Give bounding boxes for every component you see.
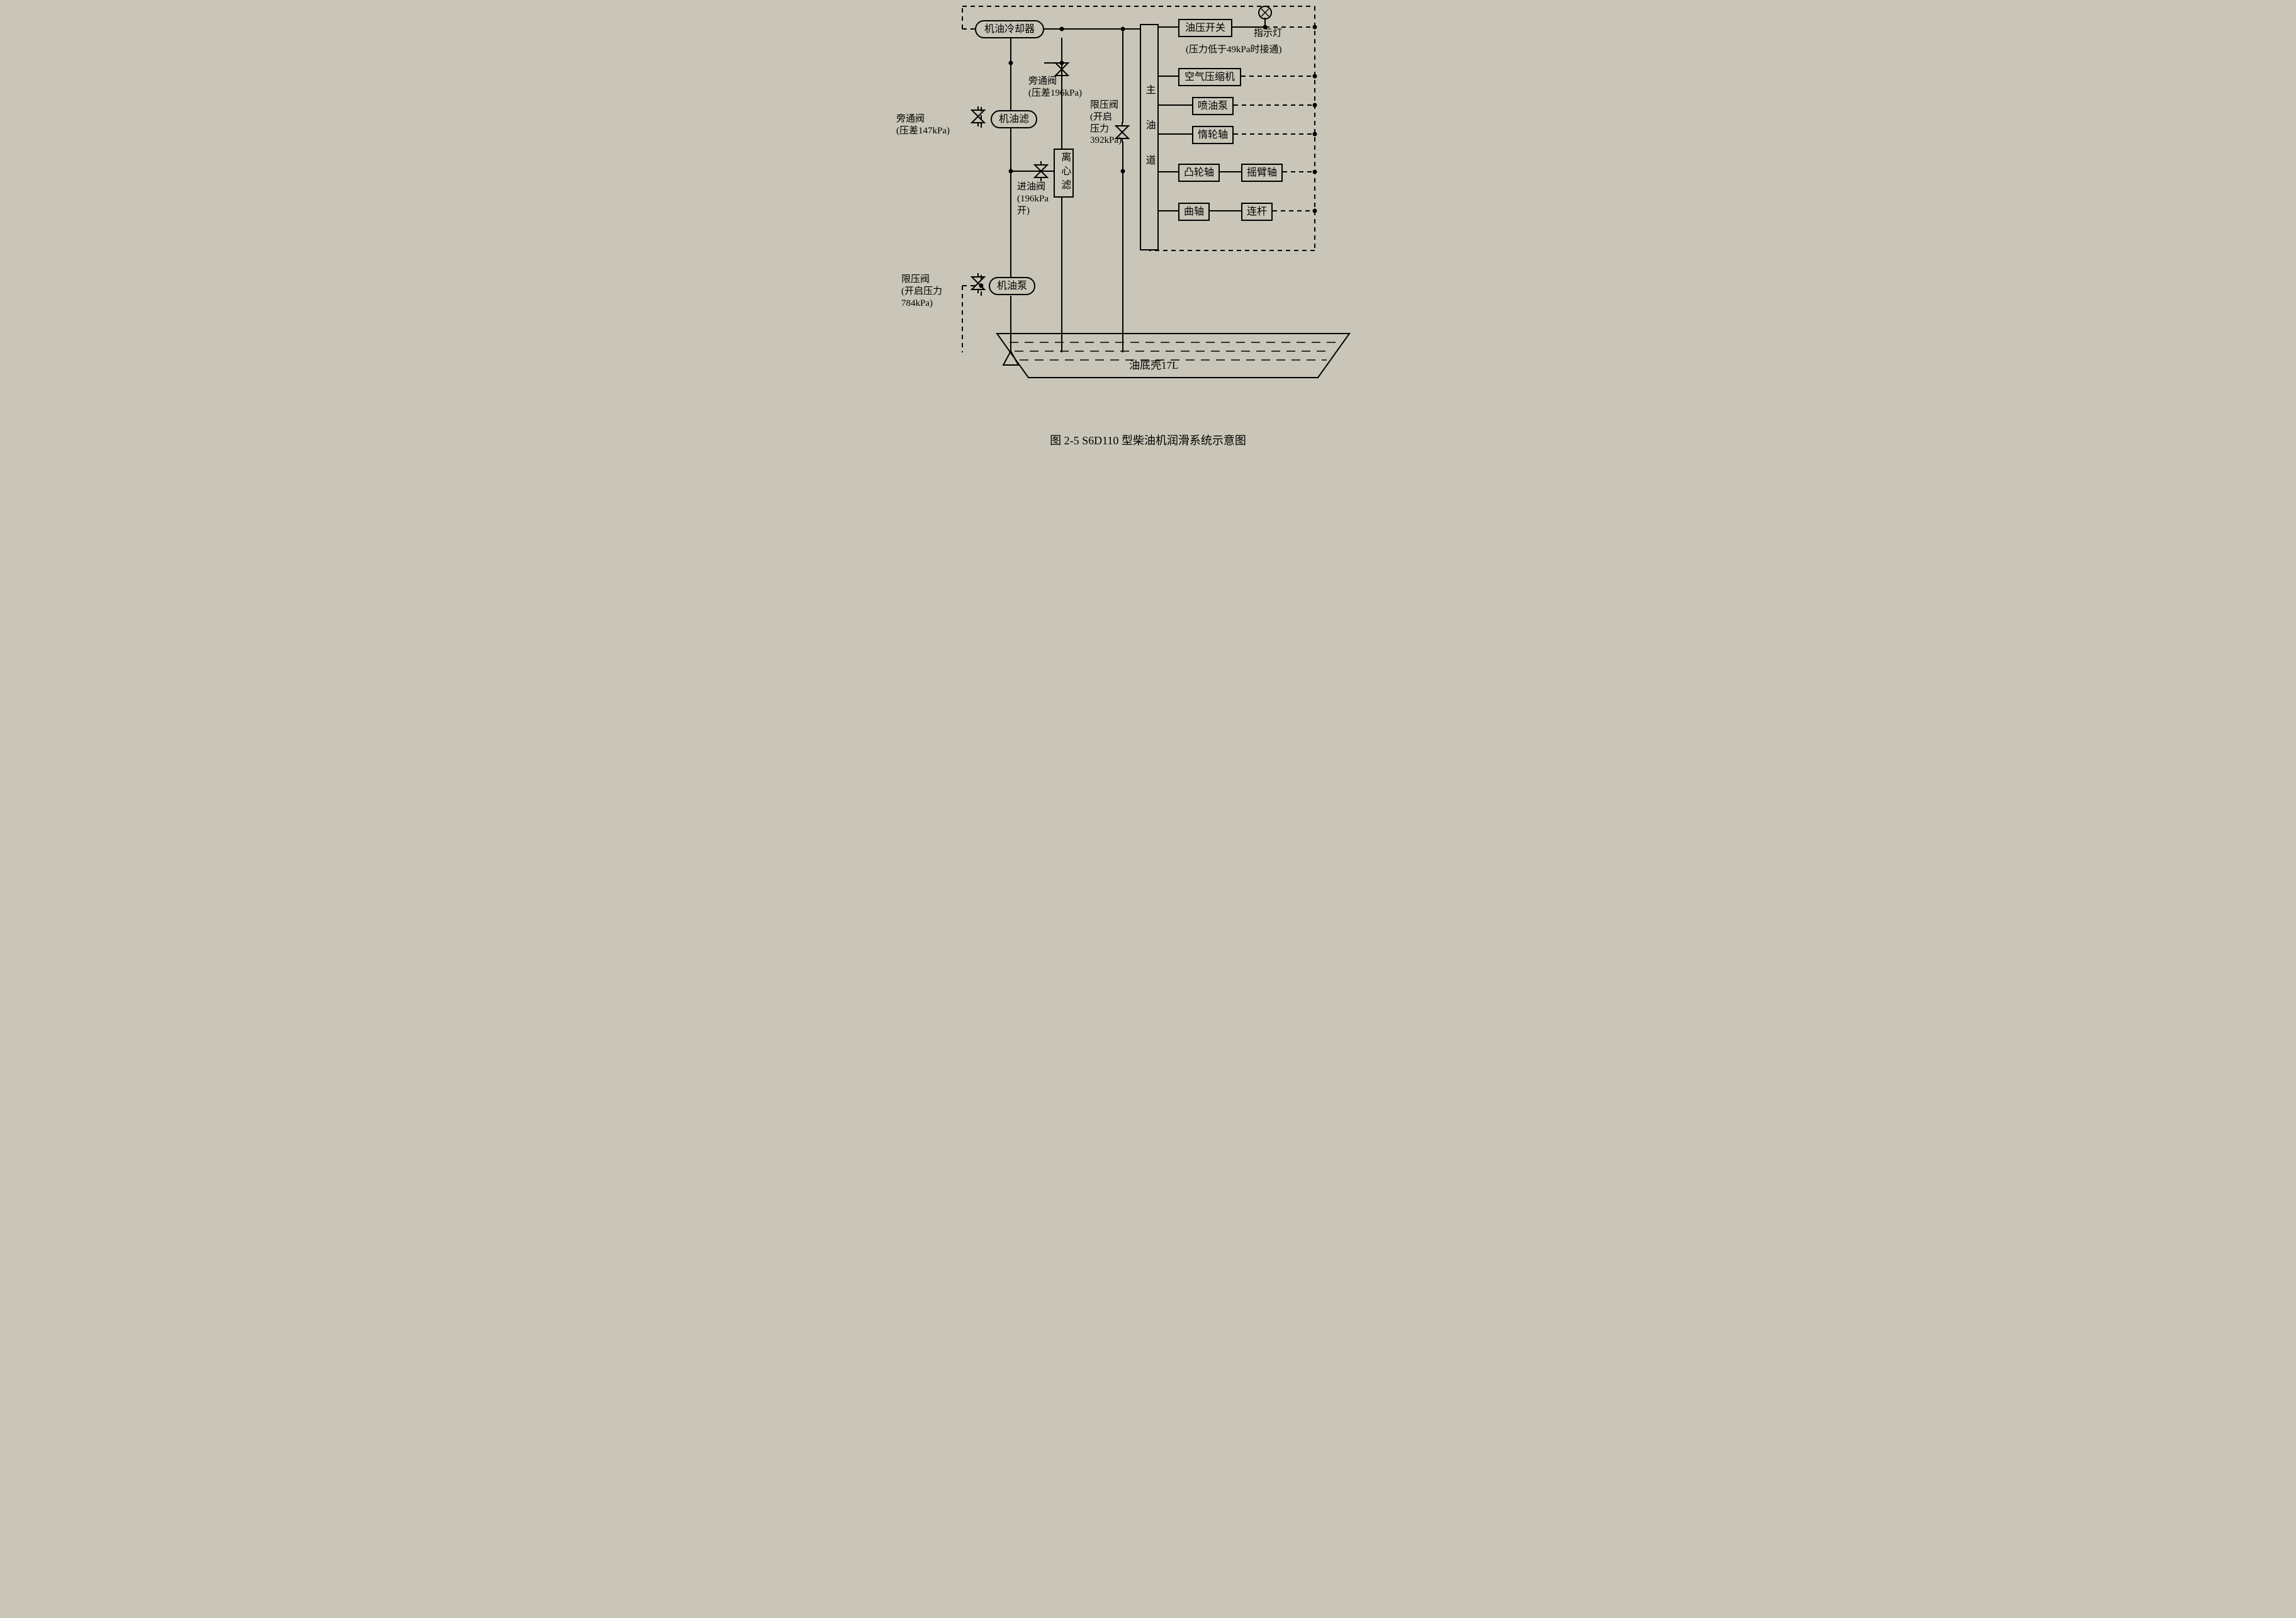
label-inlet-valve: 进油阀(196kPa开) <box>1017 181 1049 216</box>
label-limit-valve-1: 限压阀(开启压力392kPa) <box>1090 99 1122 147</box>
node-connecting-rod: 连杆 <box>1241 203 1273 221</box>
label-limit-valve-2: 限压阀(开启压力784kPa) <box>901 274 942 309</box>
node-rocker-shaft: 摇臂轴 <box>1241 164 1283 182</box>
node-pressure-switch: 油压开关 <box>1178 19 1232 37</box>
node-air-compressor: 空气压缩机 <box>1178 68 1241 86</box>
node-oil-cooler: 机油冷却器 <box>975 20 1044 38</box>
node-oil-pump: 机油泵 <box>989 277 1035 295</box>
label-oil-sump: 油底壳17L <box>1129 359 1178 372</box>
node-main-gallery: 主油道 <box>1140 24 1159 250</box>
node-camshaft: 凸轮轴 <box>1178 164 1220 182</box>
label-bypass2: 旁通阀(压差196kPa) <box>1028 76 1082 99</box>
label-indicator-note: (压力低于49kPa时接通) <box>1186 44 1282 56</box>
figure-caption: 图 2-5 S6D110 型柴油机润滑系统示意图 <box>833 432 1463 448</box>
node-oil-filter: 机油滤 <box>991 110 1037 128</box>
diagram-canvas: 机油冷却器 机油滤 机油泵 离心滤 主油道 油压开关 空气压缩机 喷油泵 惰轮轴… <box>833 0 1463 453</box>
label-indicator-lamp: 指示灯 <box>1254 28 1282 40</box>
node-idler-shaft: 惰轮轴 <box>1192 126 1234 144</box>
node-crankshaft: 曲轴 <box>1178 203 1210 221</box>
node-injection-pump: 喷油泵 <box>1192 97 1234 115</box>
node-centrifugal-filter: 离心滤 <box>1054 149 1074 198</box>
label-bypass1: 旁通阀(压差147kPa) <box>896 113 950 137</box>
